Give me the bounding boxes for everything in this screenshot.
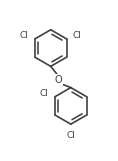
Text: Cl: Cl	[66, 131, 75, 140]
Text: Cl: Cl	[73, 31, 82, 40]
Text: O: O	[55, 75, 62, 85]
Text: Cl: Cl	[40, 89, 49, 98]
Text: Cl: Cl	[20, 31, 29, 40]
